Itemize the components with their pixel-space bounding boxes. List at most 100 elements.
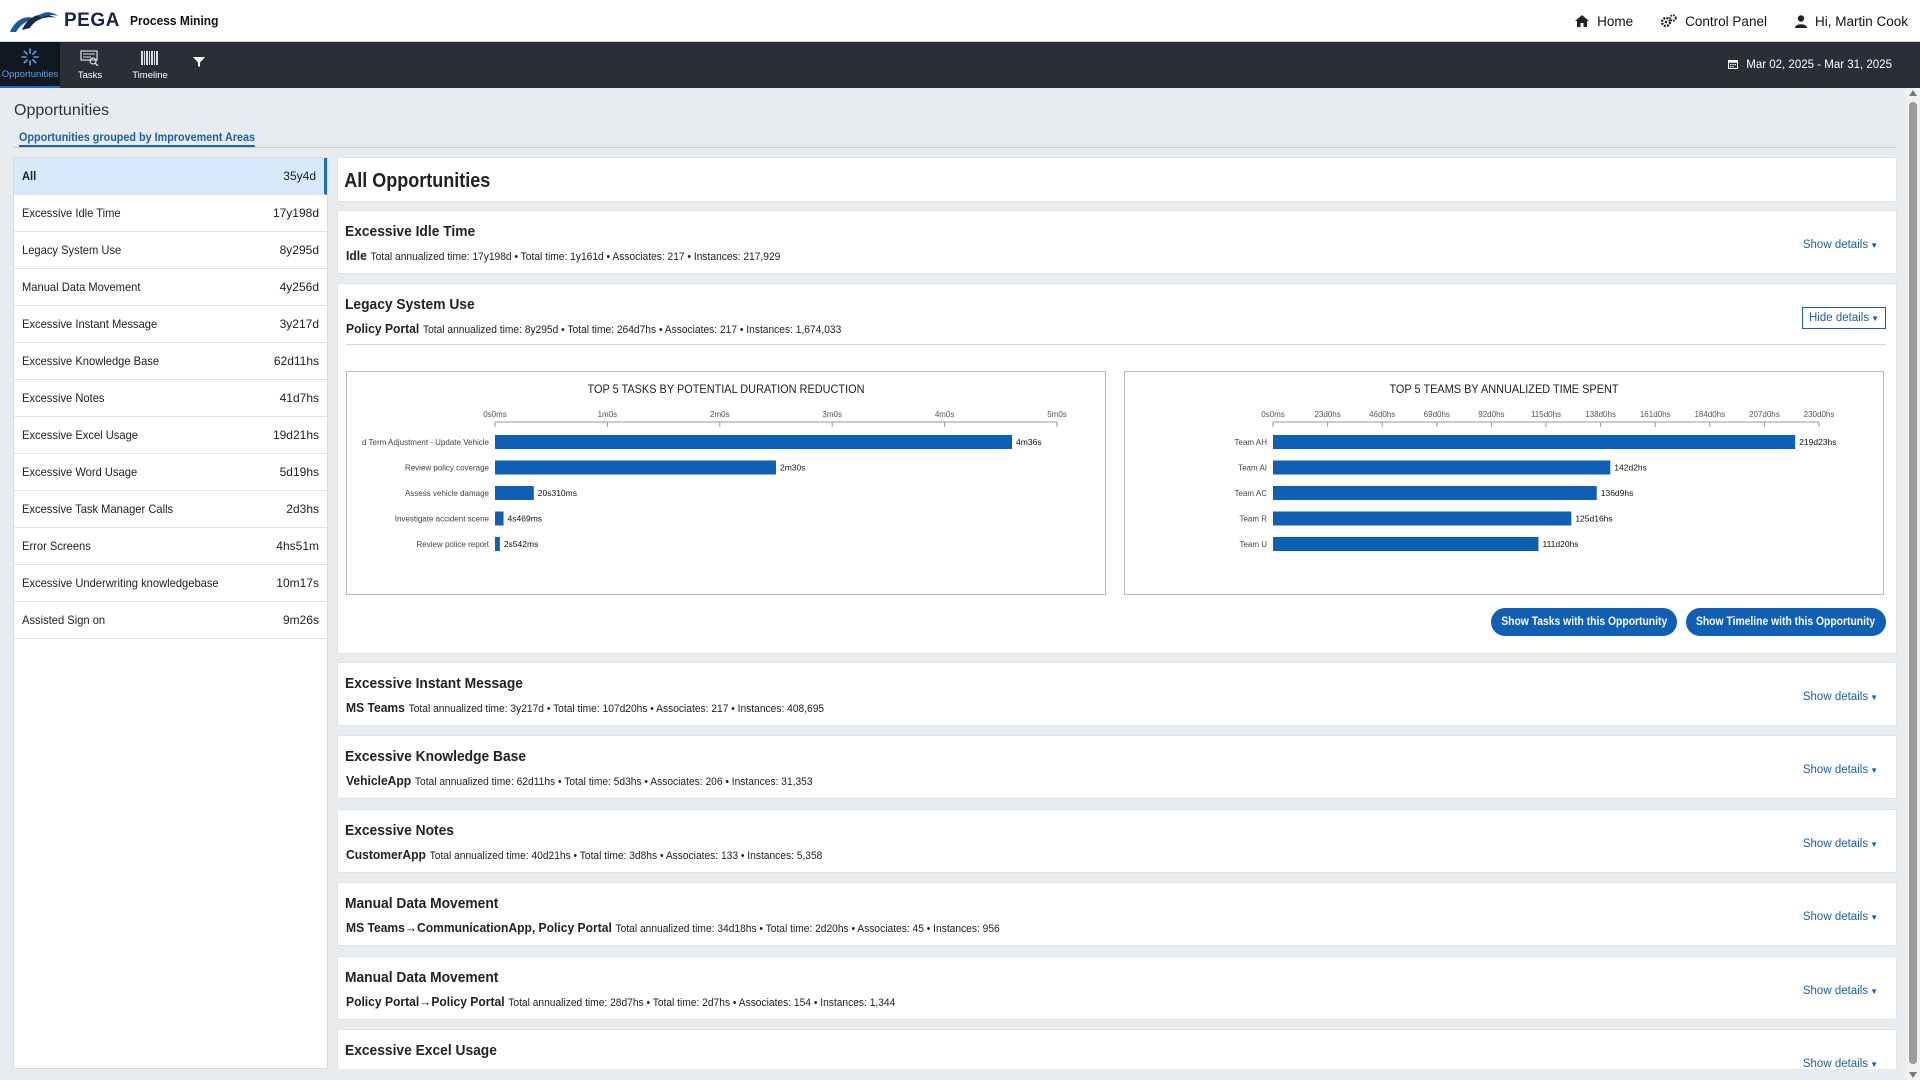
category-label: Team AH — [1235, 438, 1268, 447]
opportunity-app: MS Teams→CommunicationApp, Policy Portal — [346, 920, 612, 935]
opportunity-stats: Total annualized time: 40d21hs • Total t… — [429, 850, 823, 862]
list-item[interactable]: Excessive Notes 41d7hs — [14, 380, 327, 417]
x-tick-label: 115d0hs — [1531, 410, 1561, 419]
opportunity-meta: VehicleApp Total annualized time: 62d11hs… — [346, 773, 813, 788]
x-tick-label: 207d0hs — [1749, 410, 1780, 419]
opportunity-app: VehicleApp — [346, 773, 412, 788]
scrollbar-thumb[interactable] — [1909, 102, 1917, 1064]
home-icon — [1575, 15, 1590, 27]
caret-down-icon: ▼ — [1870, 913, 1878, 922]
tasks-icon — [80, 49, 100, 67]
list-item[interactable]: Excessive Instant Message 3y217d — [14, 306, 327, 343]
tab-timeline[interactable]: Timeline — [120, 42, 180, 88]
tab-opportunities[interactable]: Opportunities — [0, 42, 60, 88]
list-item-value: 17y198d — [272, 206, 319, 220]
opportunity-meta: MS Teams Total annualized time: 3y217d • … — [346, 700, 824, 715]
user-menu[interactable]: Hi, Martin Cook — [1794, 14, 1908, 29]
opportunity-title: Manual Data Movement — [345, 895, 499, 912]
bar — [1273, 537, 1539, 551]
opportunity-card-expanded: Legacy System Use Policy Portal Total ann… — [337, 283, 1897, 654]
list-item-label: Excessive Word Usage — [22, 465, 138, 479]
divider — [346, 344, 1886, 345]
home-link[interactable]: Home — [1575, 14, 1633, 29]
opportunity-stats: Total annualized time: 17y198d • Total t… — [370, 251, 781, 263]
opportunity-app: Policy Portal — [346, 321, 420, 336]
list-item[interactable]: Manual Data Movement 4y256d — [14, 269, 327, 306]
list-item-label: All — [22, 169, 37, 183]
show-details-link[interactable]: Show details ▼ — [1803, 985, 1878, 997]
opportunity-title: Excessive Idle Time — [345, 223, 476, 240]
bar — [495, 537, 500, 551]
tab-tasks[interactable]: Tasks — [60, 42, 120, 88]
bar — [495, 435, 1013, 449]
show-tasks-button[interactable]: Show Tasks with this Opportunity — [1491, 608, 1677, 636]
list-item-value: 41d7hs — [279, 391, 319, 405]
data-label: 20s310ms — [538, 488, 577, 498]
show-details-link[interactable]: Show details ▼ — [1803, 691, 1878, 703]
list-item-label: Excessive Instant Message — [22, 317, 158, 331]
list-item[interactable]: Excessive Excel Usage 19d21hs — [14, 417, 327, 454]
scroll-down-arrow-icon[interactable] — [1909, 1072, 1917, 1078]
data-label: 4m36s — [1016, 437, 1042, 447]
bar — [1273, 511, 1572, 526]
list-item-label: Excessive Idle Time — [22, 206, 121, 220]
x-tick-label: 184d0hs — [1694, 410, 1725, 419]
list-item-label: Error Screens — [22, 539, 91, 553]
opportunity-stats: Total annualized time: 8y295d • Total ti… — [422, 324, 842, 336]
list-item[interactable]: Excessive Word Usage 5d19hs — [14, 454, 327, 491]
opportunity-title: Manual Data Movement — [345, 969, 499, 986]
hide-details-button[interactable]: Hide details ▼ — [1801, 307, 1886, 329]
x-tick-label: 69d0hs — [1424, 410, 1450, 419]
scroll-up-arrow-icon[interactable] — [1909, 90, 1917, 96]
show-details-link[interactable]: Show details ▼ — [1803, 911, 1878, 923]
divider — [14, 147, 1896, 148]
logo[interactable]: PEGA Process Mining — [8, 8, 226, 34]
filter-icon — [193, 57, 205, 71]
opportunity-app: Policy Portal→Policy Portal — [346, 994, 505, 1009]
list-item[interactable]: Excessive Underwriting knowledgebase 10m1… — [14, 565, 327, 602]
list-item-label: Excessive Knowledge Base — [22, 354, 160, 368]
x-tick-label: 1m0s — [598, 410, 618, 419]
show-timeline-button[interactable]: Show Timeline with this Opportunity — [1686, 608, 1886, 636]
list-item[interactable]: Assisted Sign on 9m26s — [14, 602, 327, 639]
show-details-link[interactable]: Show details ▼ — [1803, 1058, 1878, 1069]
chart-plot: 0s0ms 23d0hs 46d0hs 69d0hs 92d0hs 115d0hs 138d… — [1235, 410, 1837, 551]
opportunity-stats: Total annualized time: 28d7hs • Total ti… — [508, 997, 896, 1009]
x-tick-label: 230d0hs — [1804, 410, 1835, 419]
opportunity-card: Manual Data Movement MS Teams→Communicat… — [337, 882, 1897, 946]
show-details-link[interactable]: Show details ▼ — [1803, 239, 1878, 251]
show-details-link[interactable]: Show details ▼ — [1803, 838, 1878, 850]
show-details-label: Show details — [1802, 911, 1869, 923]
list-item-all[interactable]: All 35y4d — [14, 158, 327, 195]
opportunity-card: Excessive Instant Message MS Teams Total … — [337, 662, 1897, 726]
list-item-value: 8y295d — [279, 243, 319, 257]
list-item[interactable]: Legacy System Use 8y295d — [14, 232, 327, 269]
bar — [495, 460, 776, 475]
show-details-link[interactable]: Show details ▼ — [1803, 764, 1878, 776]
list-item[interactable]: Excessive Task Manager Calls 2d3hs — [14, 491, 327, 528]
filter-button[interactable] — [193, 56, 205, 71]
category-label: Team AI — [1238, 464, 1267, 473]
opportunity-meta: CustomerApp Total annualized time: 40d21h… — [346, 847, 822, 862]
list-item-value: 5d19hs — [279, 465, 319, 479]
x-tick-label: 3m0s — [822, 410, 842, 419]
control-panel-link[interactable]: Control Panel — [1661, 14, 1767, 29]
opportunity-app: MS Teams — [346, 700, 405, 715]
brand-name: PEGA — [64, 9, 120, 31]
show-tasks-label: Show Tasks with this Opportunity — [1501, 616, 1667, 628]
page-scrollbar[interactable] — [1906, 88, 1920, 1080]
x-tick-label: 2m0s — [710, 410, 730, 419]
show-details-label: Show details — [1802, 985, 1869, 997]
list-item-value: 4hs51m — [276, 539, 319, 553]
chart-top-teams: TOP 5 TEAMS BY ANNUALIZED TIME SPENT 0s0… — [1124, 371, 1884, 595]
show-details-label: Show details — [1802, 1058, 1869, 1069]
opportunity-meta: Policy Portal→Policy Portal Total annuali… — [346, 994, 895, 1009]
x-tick-label: 138d0hs — [1585, 410, 1616, 419]
main-title: All Opportunities — [344, 170, 491, 192]
list-item[interactable]: Excessive Idle Time 17y198d — [14, 195, 327, 232]
subtab-improvement-areas[interactable]: Opportunities grouped by Improvement Are… — [19, 130, 256, 147]
list-item[interactable]: Excessive Knowledge Base 62d11hs — [14, 343, 327, 380]
date-range-picker[interactable]: Mar 02, 2025 - Mar 31, 2025 — [1728, 42, 1892, 88]
bar — [1273, 486, 1597, 500]
list-item[interactable]: Error Screens 4hs51m — [14, 528, 327, 565]
